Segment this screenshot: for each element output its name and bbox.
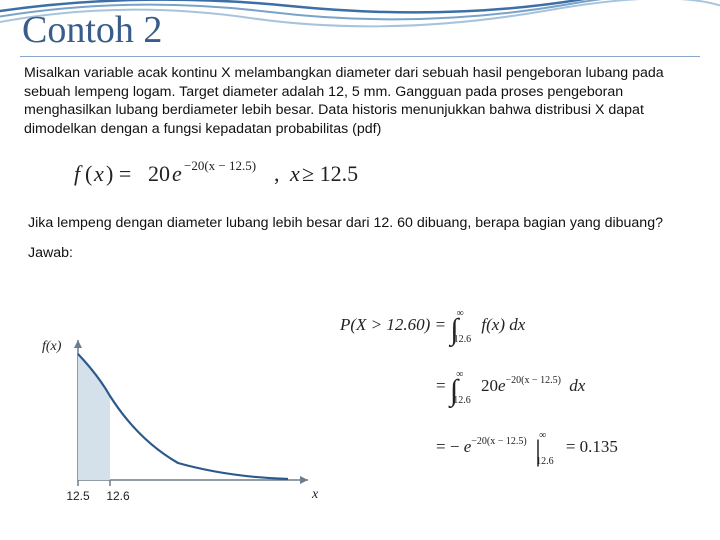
- math-line-3: = − e−20(x − 12.5) |∞12.6 = 0.135: [340, 430, 700, 468]
- solution-math: P(X > 12.60) = ∫∞12.6 f(x) dx = ∫∞12.6 2…: [340, 308, 700, 490]
- svg-text:x: x: [289, 161, 300, 186]
- math-line-1: P(X > 12.60) = ∫∞12.6 f(x) dx: [340, 308, 700, 347]
- svg-text:x: x: [311, 487, 319, 502]
- problem-paragraph: Misalkan variable acak kontinu X melamba…: [0, 52, 720, 139]
- question-text: Jika lempeng dengan diameter lubang lebi…: [0, 206, 720, 233]
- svg-text:≥ 12.5: ≥ 12.5: [302, 161, 358, 186]
- svg-text:f: f: [74, 161, 83, 186]
- pdf-chart: 12.5 12.6 f(x) x: [28, 330, 328, 520]
- answer-label: Jawab:: [0, 233, 720, 261]
- svg-text:(: (: [85, 161, 92, 186]
- pdf-formula: f ( x ) = 20 e −20(x − 12.5) , x ≥ 12.5: [0, 139, 720, 206]
- svg-text:,: ,: [274, 161, 280, 186]
- svg-text:f(x): f(x): [42, 339, 62, 354]
- math-line-2: = ∫∞12.6 20e−20(x − 12.5) dx: [340, 369, 700, 408]
- svg-text:x: x: [93, 161, 104, 186]
- svg-text:) =: ) =: [106, 161, 131, 186]
- title-underline: [20, 56, 700, 57]
- svg-text:12.5: 12.5: [66, 489, 90, 503]
- svg-text:20: 20: [148, 161, 170, 186]
- svg-text:12.6: 12.6: [106, 489, 130, 503]
- page-title: Contoh 2: [0, 0, 720, 52]
- svg-text:−20(x − 12.5): −20(x − 12.5): [184, 158, 256, 173]
- svg-text:e: e: [172, 161, 182, 186]
